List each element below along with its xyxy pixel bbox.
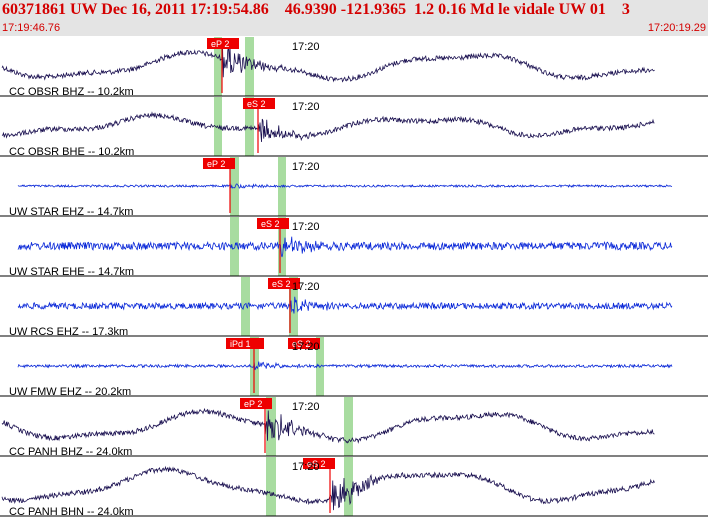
phase-window [344,397,353,456]
phase-window [230,217,239,276]
phase-window [278,157,286,216]
trace-row[interactable]: eS 217:20 CC PANH BHN -- 24.0km [0,457,708,518]
trace-row[interactable]: eS 2 17:20 CC OBSR BHE -- 10.2km [0,97,708,158]
pick-label-text: eS 2 [272,279,291,289]
pick-label[interactable]: eS 2 [268,278,300,289]
waveform [1,43,655,83]
waveform [17,236,673,258]
station-label: CC PANH BHZ -- 24.0km [9,446,132,458]
window-start-time: 17:19:46.76 [2,22,61,34]
phase-window [316,337,324,396]
waveform [17,182,673,190]
time-tick-label: 17:20 [292,41,320,53]
pick-label[interactable]: eP 2 [203,158,235,169]
pick-label-box [303,458,335,469]
phase-window [245,97,254,156]
station-label: UW RCS EHZ -- 17.3km [9,326,128,338]
phase-window [245,37,254,96]
pick-label-text: eP 2 [207,159,225,169]
pick-label-text: iPd 1 [230,339,251,349]
station-label: CC OBSR BHZ -- 10.2km [9,86,134,98]
pick-label-box [226,338,264,349]
station-label: CC PANH BHN -- 24.0km [9,506,133,518]
phase-window [214,97,222,156]
trace-row[interactable]: eP 2 17:20 UW STAR EHZ -- 14.7km [0,157,708,218]
trace-row[interactable]: eP 2 17:20 CC OBSR BHZ -- 10.2km [0,37,708,98]
trace-row[interactable]: iPd 1 eS 217:20 UW FMW EHZ -- 20.2km [0,337,708,398]
pick-label-box [288,338,320,349]
waveform [17,361,673,371]
pick-label[interactable]: iPd 1 [226,338,264,349]
pick-label-text: eP 2 [211,39,229,49]
waveform [1,465,655,511]
phase-window [214,37,222,96]
pick-label[interactable]: eS 2 [303,458,335,469]
waveform [17,296,673,314]
trace-row[interactable]: eP 2 17:20 CC PANH BHZ -- 24.0km [0,397,708,458]
pick-label-text: eS 2 [307,459,326,469]
pick-label[interactable]: eP 2 [207,38,239,49]
pick-label-text: eP 2 [244,399,262,409]
waveform [1,111,655,143]
phase-window [266,457,276,516]
pick-label-box [243,98,275,109]
event-title: 60371861 UW Dec 16, 2011 17:19:54.86 46.… [2,1,630,18]
pick-label-box [207,38,239,49]
time-tick-label: 17:20 [292,221,320,233]
pick-label-box [268,278,300,289]
event-header: 60371861 UW Dec 16, 2011 17:19:54.86 46.… [0,0,708,36]
phase-window [289,277,298,336]
pick-label-text: eS 2 [261,219,280,229]
pick-label[interactable]: eS 2 [243,98,275,109]
pick-label[interactable]: eP 2 [240,398,272,409]
time-tick-label: 17:20 [292,101,320,113]
trace-row[interactable]: eS 2 17:20 UW STAR EHE -- 14.7km [0,217,708,278]
pick-label-box [203,158,235,169]
station-label: UW STAR EHE -- 14.7km [9,266,134,278]
time-tick-label: 17:20 [292,341,320,353]
station-label: UW FMW EHZ -- 20.2km [9,386,131,398]
waveform [1,407,655,444]
pick-label-text: eS 2 [292,339,311,349]
station-label: CC OBSR BHE -- 10.2km [9,146,134,158]
phase-window [230,157,239,216]
phase-window [278,217,286,276]
window-end-time: 17:20:19.29 [647,22,706,34]
pick-label-text: eS 2 [247,99,266,109]
time-tick-label: 17:20 [292,161,320,173]
pick-label[interactable]: eS 2 [288,338,320,349]
station-label: UW STAR EHZ -- 14.7km [9,206,133,218]
trace-row[interactable]: eS 2 17:20 UW RCS EHZ -- 17.3km [0,277,708,338]
phase-window [344,457,353,516]
time-tick-label: 17:20 [292,281,320,293]
pick-label[interactable]: eS 2 [257,218,289,229]
pick-label-box [257,218,289,229]
time-tick-label: 17:20 [292,401,320,413]
phase-window [241,277,250,336]
time-tick-label: 17:20 [292,461,320,473]
pick-label-box [240,398,272,409]
